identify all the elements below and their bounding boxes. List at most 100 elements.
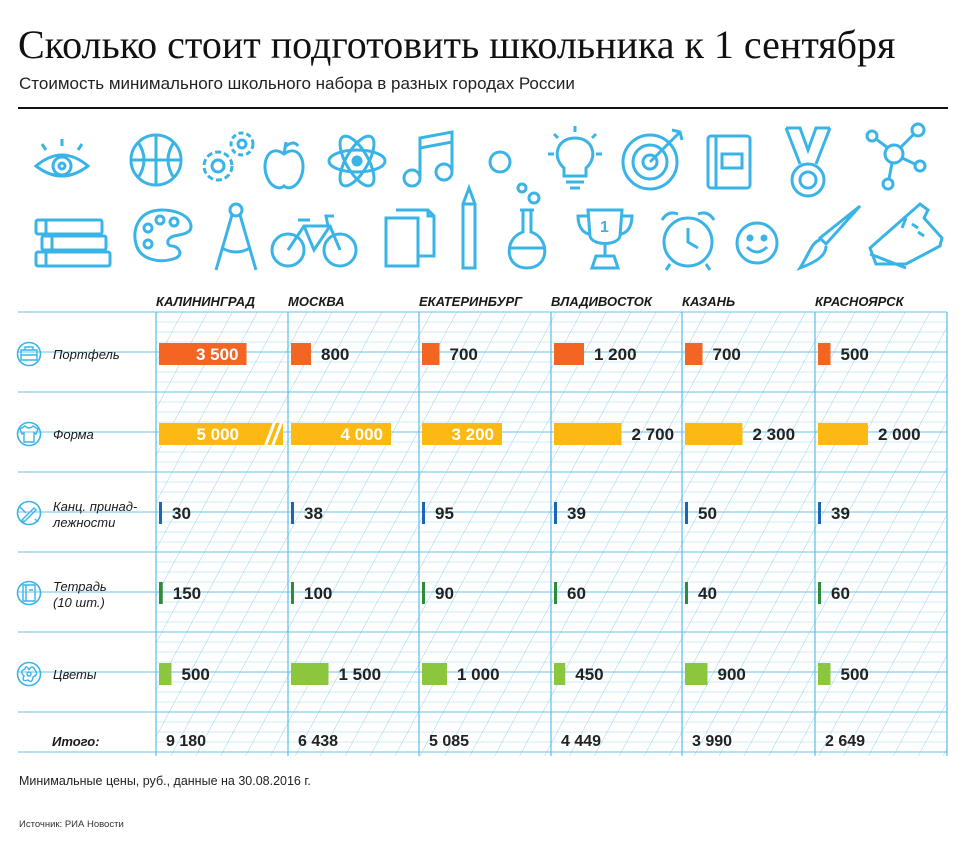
city-header: КРАСНОЯРСК	[815, 294, 905, 309]
bars: 3 500 800 700 1 200 700 500 5 000 4 000 3 200 2 7…	[159, 343, 921, 685]
bar	[159, 423, 283, 445]
bar	[291, 343, 311, 365]
title-divider	[18, 107, 948, 109]
total-value: 3 990	[692, 733, 732, 750]
total-value: 9 180	[166, 733, 206, 750]
bar-value-label: 95	[435, 504, 454, 523]
notebook-icon	[22, 584, 36, 602]
bar-value-label: 3 200	[451, 425, 494, 444]
city-header: ЕКАТЕРИНБУРГ	[419, 294, 523, 309]
bar-value-label: 700	[713, 345, 741, 364]
chart-grid	[18, 311, 948, 756]
bar	[422, 502, 425, 524]
bar-value-label: 50	[698, 504, 717, 523]
bar	[554, 582, 557, 604]
bar-value-label: 900	[718, 665, 746, 684]
pencil-brush-icon	[19, 506, 39, 523]
shirt-badge	[16, 421, 42, 447]
bar	[818, 663, 831, 685]
bar-value-label: 3 500	[196, 345, 239, 364]
bar	[422, 423, 502, 445]
category-label: Форма	[53, 427, 94, 442]
page-title: Сколько стоит подготовить школьника к 1 …	[18, 22, 896, 67]
gears-icon	[202, 131, 255, 182]
category-label: Портфель	[53, 347, 120, 362]
bar	[422, 663, 447, 685]
bar-value-label: 4 000	[340, 425, 383, 444]
totals-row: Итого: 9 180 6 438 5 085 4 449 3 990 2 649	[52, 733, 865, 750]
bubbles-icon	[488, 150, 512, 174]
total-value: 2 649	[825, 733, 865, 750]
medal-icon	[784, 126, 832, 198]
bar-value-label: 90	[435, 584, 454, 603]
compass-icon	[214, 202, 258, 271]
bar-value-label: 5 000	[196, 425, 239, 444]
bar	[818, 502, 821, 524]
source-note: Источник: РИА Новости	[19, 819, 124, 830]
bar	[159, 582, 163, 604]
city-header: ВЛАДИВОСТОК	[551, 294, 653, 309]
bar-value-label: 150	[173, 584, 201, 603]
bar	[291, 663, 329, 685]
book-icon	[706, 134, 752, 190]
category-label-line: лежности	[52, 515, 115, 530]
bar	[818, 343, 831, 365]
bar-value-label: 450	[575, 665, 603, 684]
pencil-brush-badge	[16, 500, 42, 526]
trophy-icon: 1	[576, 208, 634, 270]
page-subtitle: Стоимость минимального школьного набора …	[19, 74, 575, 93]
city-header: КАЛИНИНГРАД	[156, 294, 256, 309]
bar	[685, 663, 708, 685]
category-label-line: Цветы	[53, 667, 97, 682]
papers-icon	[384, 208, 436, 268]
bar-value-label: 2 700	[632, 425, 675, 444]
books-stack-icon	[34, 218, 112, 268]
category-label: Тетрадь (10 шт.)	[53, 579, 107, 610]
notebook-badge	[16, 580, 42, 606]
flower-badge	[16, 661, 42, 687]
category-label-line: Форма	[53, 427, 94, 442]
atom-icon	[327, 134, 387, 188]
bar	[685, 423, 743, 445]
bar	[422, 343, 440, 365]
axis-break-mark	[263, 420, 277, 448]
music-note-icon	[402, 130, 454, 188]
palette-icon	[133, 208, 193, 263]
smiley-icon	[735, 221, 779, 265]
bar-value-label: 1 200	[594, 345, 637, 364]
sneaker-icon	[868, 202, 944, 270]
bar-value-label: 700	[450, 345, 478, 364]
bar	[818, 582, 821, 604]
bar	[685, 582, 688, 604]
bar-value-label: 500	[841, 345, 869, 364]
target-icon	[621, 128, 684, 191]
total-value: 5 085	[429, 733, 469, 750]
shirt-icon	[19, 425, 39, 443]
bicycle-icon	[270, 214, 358, 268]
axis-break-mark	[270, 420, 284, 448]
total-value: 6 438	[298, 733, 338, 750]
alarm-clock-icon	[660, 211, 716, 271]
decor-icons-strip: 1	[18, 118, 948, 280]
bar-value-label: 500	[182, 665, 210, 684]
bar-value-label: 2 300	[753, 425, 796, 444]
bar-value-label: 38	[304, 504, 323, 523]
pencil-icon	[461, 183, 477, 270]
bar	[159, 663, 172, 685]
bar-value-label: 500	[841, 665, 869, 684]
flask-icon	[507, 182, 547, 270]
brush-icon	[796, 204, 862, 271]
category-label-line: Тетрадь	[53, 579, 107, 594]
bar	[159, 502, 162, 524]
apple-icon	[263, 141, 305, 190]
bar-value-label: 60	[567, 584, 586, 603]
category-labels: Портфель Форма Канц. принад-лежности Тетрад…	[16, 341, 138, 687]
city-header: КАЗАНЬ	[682, 294, 735, 309]
bar	[554, 663, 566, 685]
bar-value-label: 800	[321, 345, 349, 364]
bar-value-label: 60	[831, 584, 850, 603]
svg-text:1: 1	[600, 219, 609, 236]
category-label: Цветы	[53, 667, 97, 682]
basketball-icon	[129, 133, 183, 187]
chart: КАЛИНИНГРАД МОСКВА ЕКАТЕРИНБУРГ ВЛАДИВОСТОК…	[16, 294, 948, 756]
